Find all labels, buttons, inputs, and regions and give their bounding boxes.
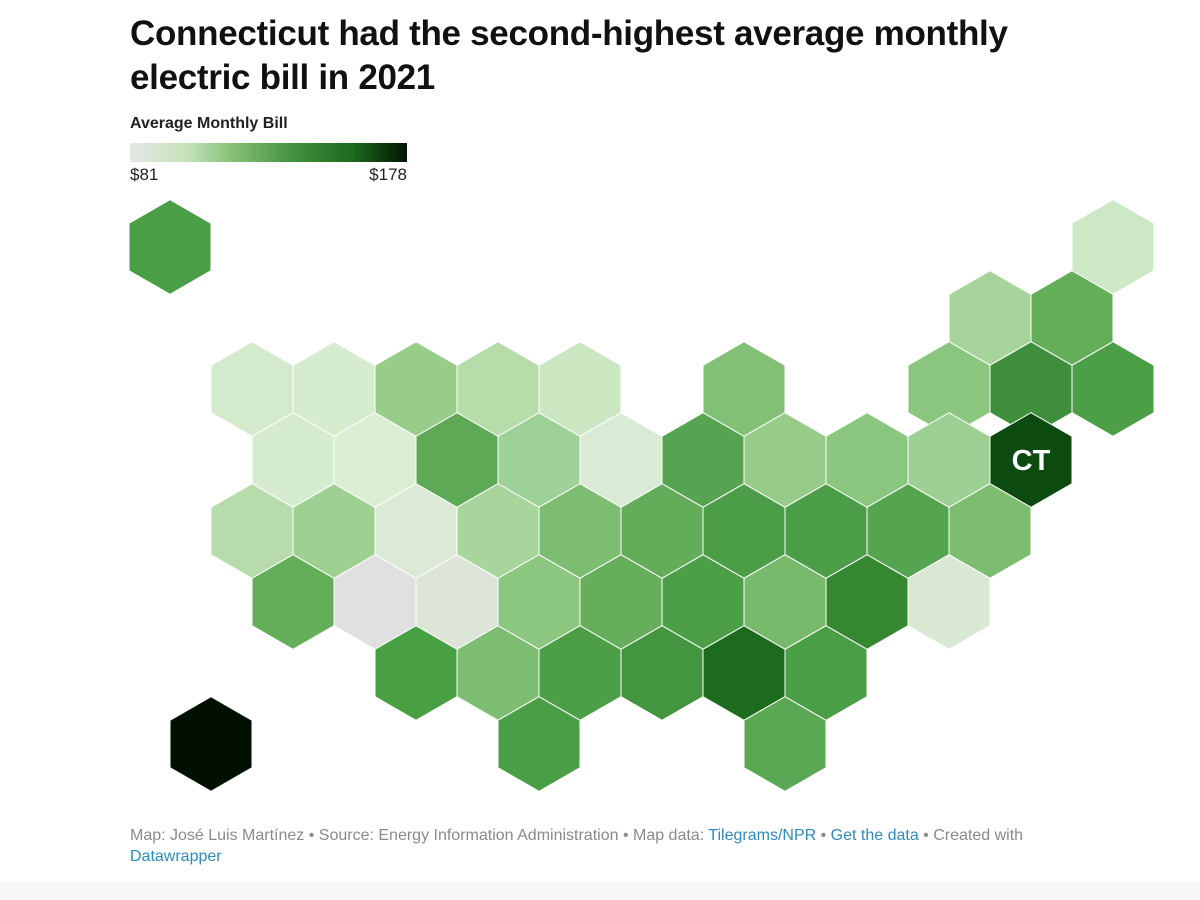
bottom-strip — [0, 882, 1200, 900]
tilegrams-link[interactable]: Tilegrams/NPR — [708, 827, 817, 844]
state-hex-hi[interactable] — [169, 696, 253, 792]
legend-min-label: $81 — [130, 165, 159, 184]
footer-credit-text: Map: José Luis Martínez • Source: Energy… — [130, 827, 709, 844]
chart-title: Connecticut had the second-highest avera… — [130, 14, 1008, 97]
state-hex-dc[interactable] — [907, 554, 991, 650]
state-hex-tx[interactable] — [497, 696, 581, 792]
footer-separator: • — [816, 827, 831, 844]
state-hex-ak[interactable] — [128, 199, 212, 295]
state-hex-fl[interactable] — [743, 696, 827, 792]
legend-max-label: $178 — [369, 165, 407, 184]
footer-credits: Map: José Luis Martínez • Source: Energy… — [130, 825, 1110, 867]
state-hex-ri[interactable] — [1071, 341, 1155, 437]
footer-created-text: • Created with — [918, 827, 1024, 844]
legend-color-scale — [130, 143, 407, 162]
state-label-ct: CT — [1012, 445, 1051, 477]
hex-map: CT — [128, 199, 1155, 792]
legend-title: Average Monthly Bill — [130, 115, 288, 132]
get-the-data-link[interactable]: Get the data — [830, 827, 919, 844]
datawrapper-link[interactable]: Datawrapper — [130, 848, 222, 865]
